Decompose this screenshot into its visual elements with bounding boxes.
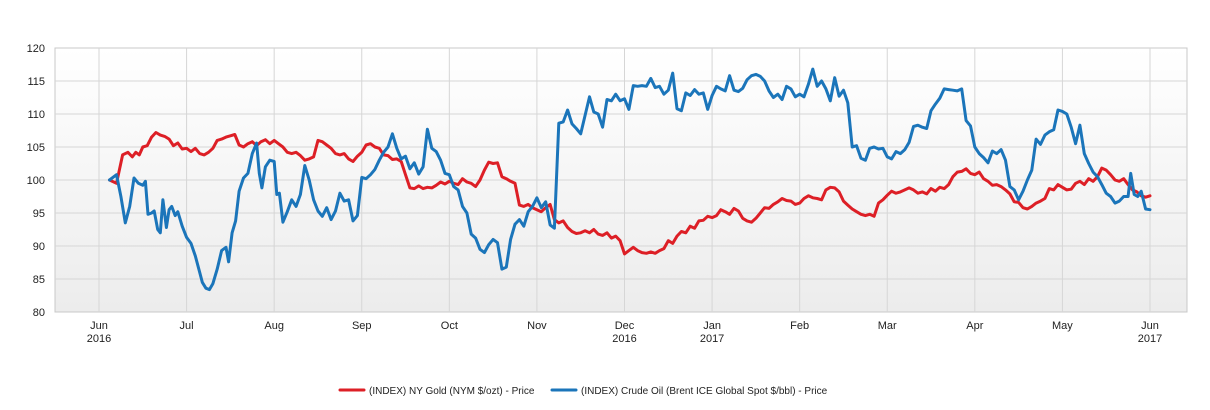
x-tick-year-label: 2016 — [87, 333, 111, 345]
series-line-gold — [108, 131, 1152, 256]
x-tick-label: Jul — [180, 320, 194, 332]
y-tick-label: 105 — [27, 142, 45, 154]
x-tick-year-label: 2017 — [1138, 333, 1162, 345]
x-tick-year-label: 2016 — [612, 333, 636, 345]
x-tick-label: May — [1052, 320, 1073, 332]
legend: (INDEX) NY Gold (NYM $/ozt) - Price (INDE… — [338, 386, 828, 397]
y-tick-label: 80 — [33, 307, 45, 319]
y-tick-label: 85 — [33, 274, 45, 286]
x-tick-label: Sep — [352, 320, 372, 332]
x-tick-year-label: 2017 — [700, 333, 724, 345]
x-tick-label: Dec — [615, 320, 635, 332]
x-tick-label: Jan — [703, 320, 721, 332]
x-tick-label: Nov — [527, 320, 547, 332]
y-tick-label: 120 — [27, 43, 45, 55]
series-layer — [108, 67, 1152, 292]
legend-label: (INDEX) Crude Oil (Brent ICE Global Spot… — [581, 386, 828, 397]
y-tick-label: 115 — [27, 76, 45, 88]
x-tick-label: Mar — [878, 320, 897, 332]
x-tick-label: Aug — [264, 320, 284, 332]
series-line-crude-oil — [108, 67, 1152, 292]
x-tick-label: Feb — [790, 320, 809, 332]
legend-label: (INDEX) NY Gold (NYM $/ozt) - Price — [369, 386, 535, 397]
x-tick-label: Oct — [441, 320, 458, 332]
y-tick-label: 95 — [33, 208, 45, 220]
x-tick-label: Apr — [966, 320, 983, 332]
y-tick-label: 110 — [27, 109, 45, 121]
y-axis: 80 85 90 95 100 105 110 115 120 — [27, 43, 45, 319]
x-tick-label: Jun — [1141, 320, 1159, 332]
x-tick-label: Jun — [90, 320, 108, 332]
y-tick-label: 90 — [33, 241, 45, 253]
y-tick-label: 100 — [27, 175, 45, 187]
